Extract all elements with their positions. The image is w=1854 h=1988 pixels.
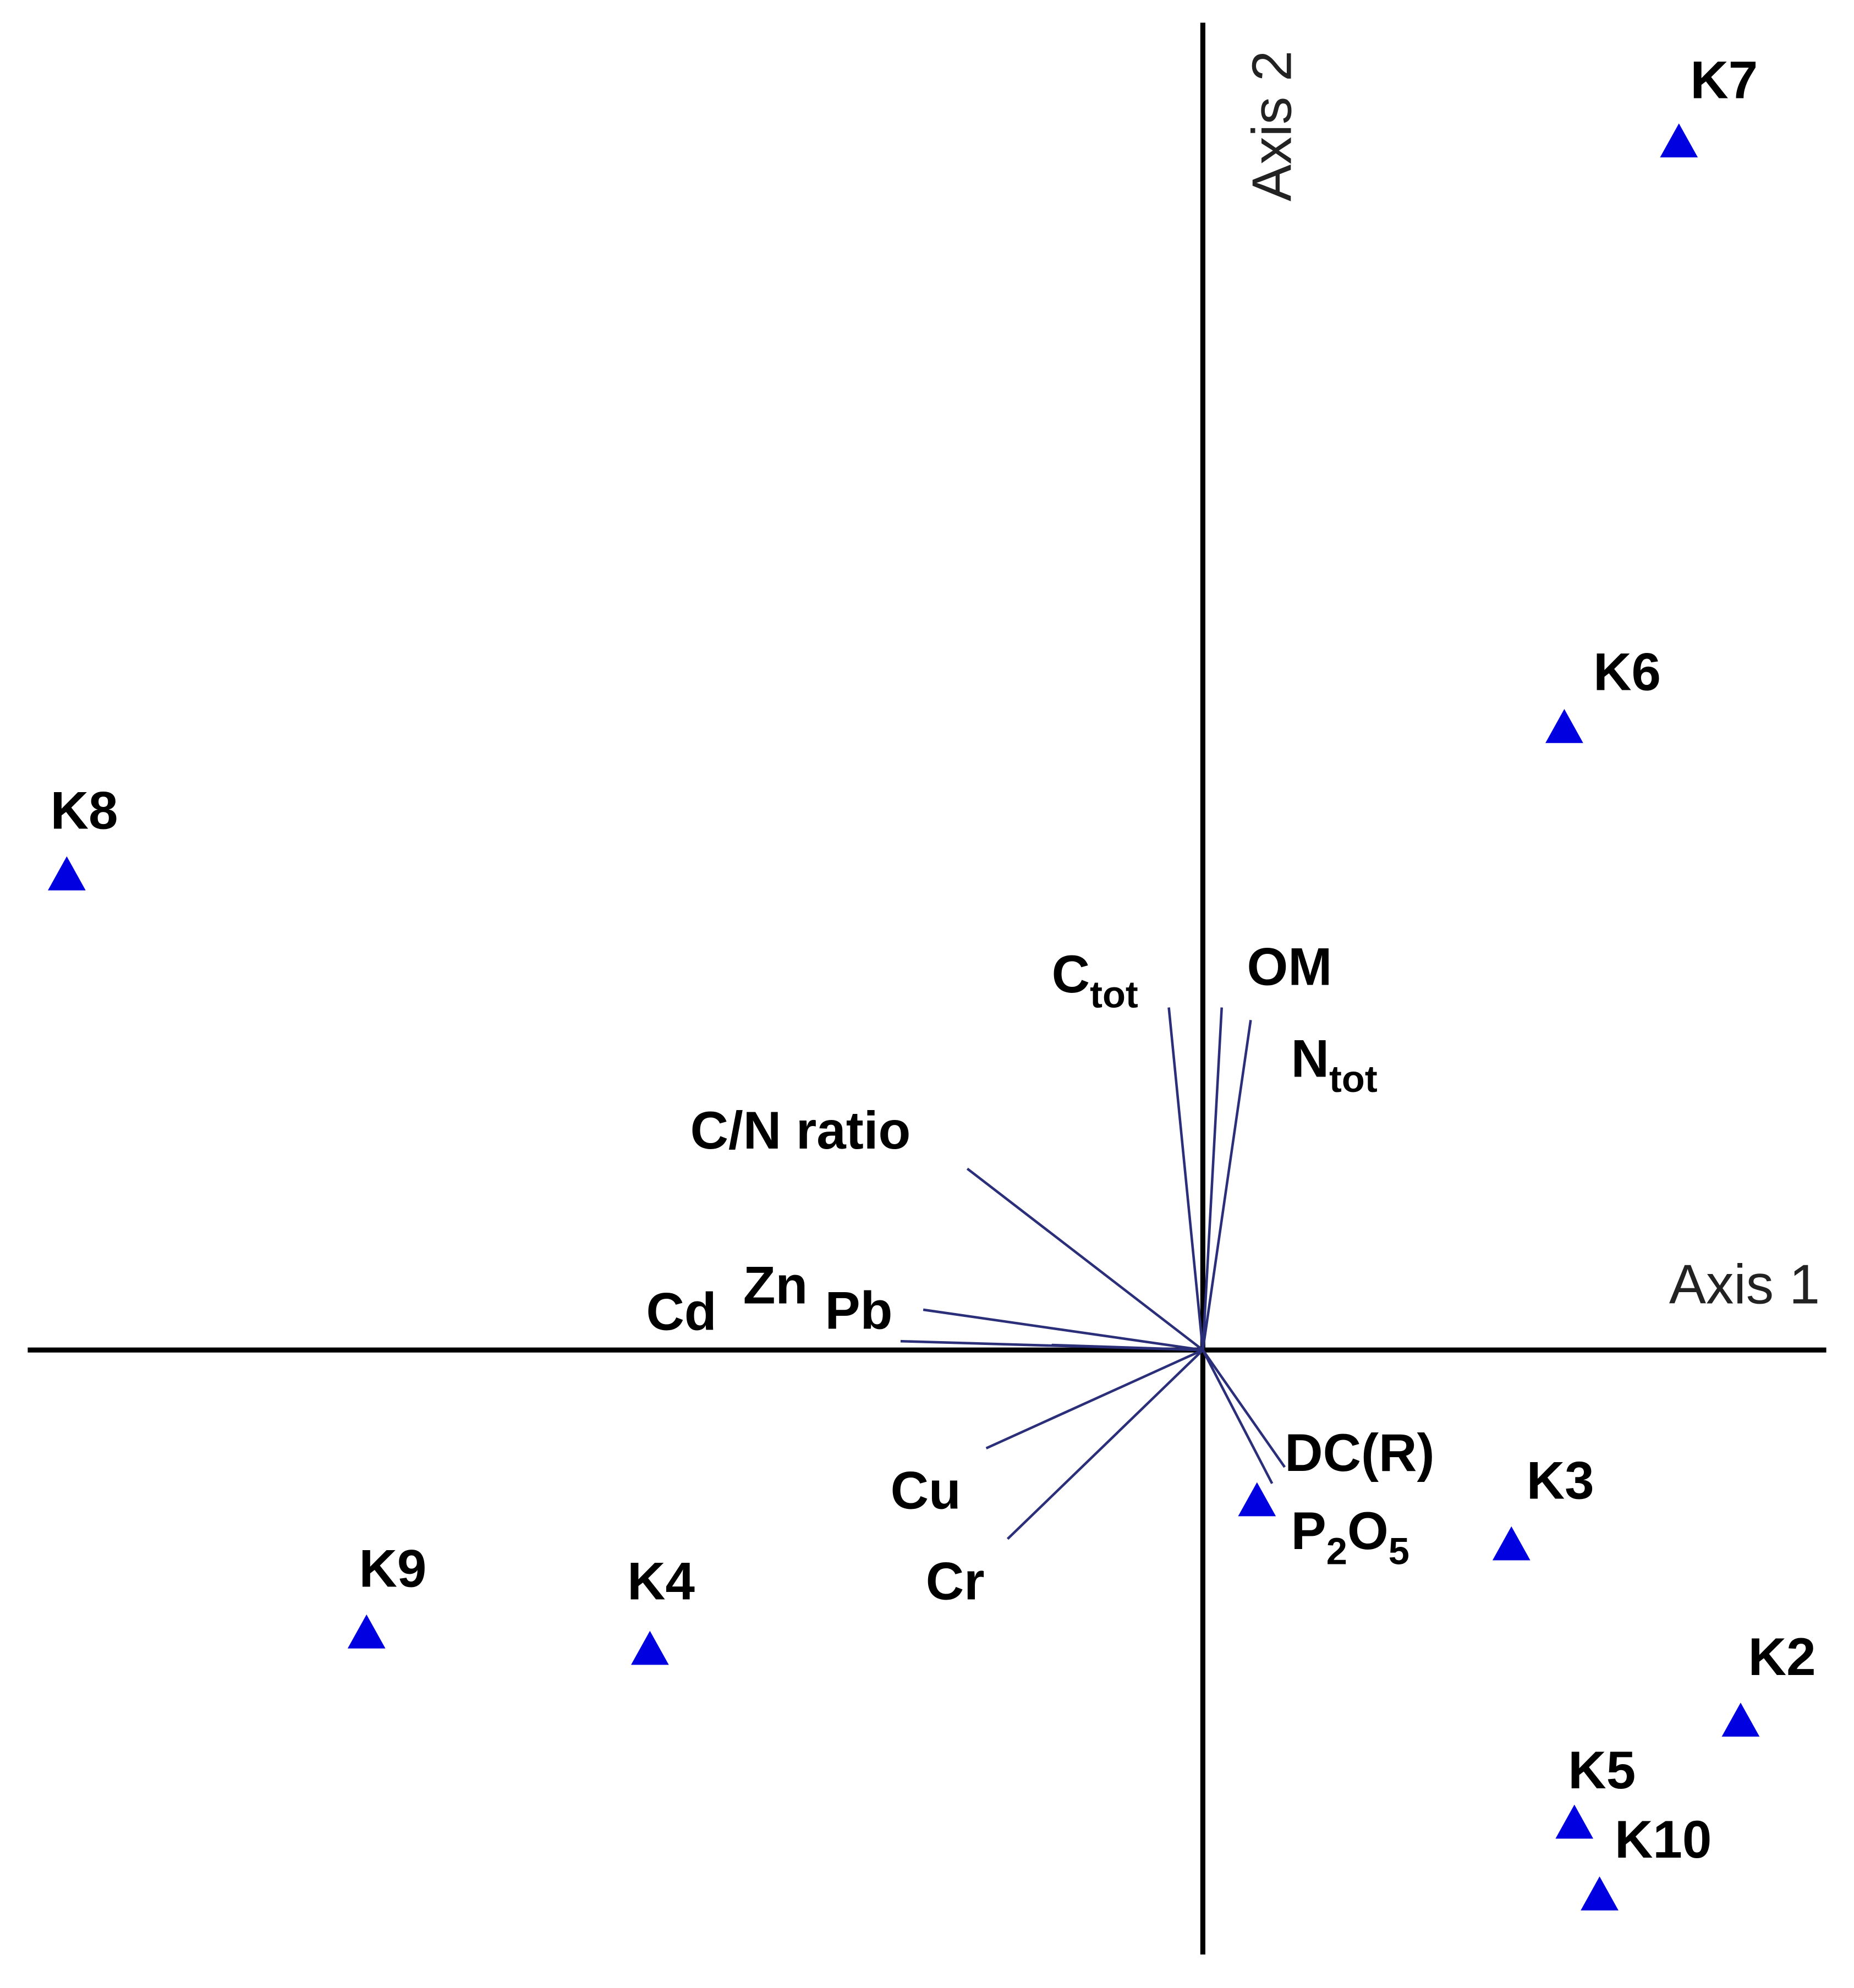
site-label: K2 — [1748, 1628, 1816, 1687]
vector-label-subscript: tot — [1090, 973, 1138, 1015]
vector-label-part: N — [1291, 1029, 1329, 1088]
vector-label-subscript: tot — [1329, 1058, 1378, 1100]
site-label: K7 — [1690, 51, 1758, 110]
vector-label-subscript: 2 — [1326, 1530, 1347, 1572]
site-marker — [48, 856, 86, 891]
vector-label-part: O — [1347, 1502, 1389, 1561]
site-marker — [1660, 123, 1698, 158]
vector-label-subscript: 5 — [1389, 1530, 1409, 1572]
y-axis-title: Axis 2 — [1242, 51, 1303, 201]
vector-label: Zn — [743, 1256, 808, 1315]
vector — [1202, 1007, 1223, 1350]
vector-label-part: Cr — [926, 1552, 985, 1611]
vector — [1167, 1007, 1204, 1350]
vector — [923, 1308, 1203, 1352]
site-label: K3 — [1527, 1451, 1594, 1510]
site-marker — [630, 1630, 669, 1665]
vector-label-part: C — [1052, 945, 1090, 1004]
site-label: K6 — [1593, 643, 1661, 702]
vector-label: C/N ratio — [690, 1101, 911, 1160]
vector-label-part: Cd — [646, 1283, 716, 1342]
site-label: K5 — [1568, 1741, 1636, 1800]
vector-label: Cr — [926, 1552, 985, 1611]
vector — [1006, 1349, 1204, 1540]
vector-label: OM — [1247, 937, 1332, 996]
site-marker — [1492, 1526, 1531, 1561]
vector — [1202, 1349, 1274, 1484]
vector — [966, 1167, 1204, 1352]
vector-label-part: DC(R) — [1285, 1424, 1434, 1482]
vector-label-part: Pb — [825, 1281, 893, 1340]
x-axis-title: Axis 1 — [1669, 1254, 1820, 1315]
vector-label: P2O5 — [1291, 1502, 1409, 1572]
site-marker — [1721, 1703, 1760, 1737]
vector — [1202, 1349, 1286, 1468]
vector-label: Cu — [891, 1462, 961, 1520]
vector-label-part: P — [1291, 1502, 1326, 1561]
vector — [985, 1349, 1204, 1449]
vector-label-part: C/N ratio — [690, 1101, 911, 1160]
vector-label: Ctot — [1052, 945, 1138, 1015]
vector — [1051, 1343, 1203, 1352]
vector-label: Pb — [825, 1281, 893, 1340]
site-marker — [1545, 709, 1583, 743]
site-marker — [1238, 1482, 1276, 1517]
vector-label: DC(R) — [1285, 1424, 1434, 1482]
vector — [1202, 1020, 1252, 1350]
vector-label-part: Cu — [891, 1462, 961, 1520]
site-label: K4 — [627, 1552, 695, 1611]
site-label: K9 — [359, 1540, 426, 1599]
site-label: K10 — [1615, 1810, 1712, 1869]
vector-label-part: Zn — [743, 1256, 808, 1315]
vector-label: Ntot — [1291, 1029, 1378, 1100]
site-label: K8 — [51, 781, 118, 840]
vector-label: Cd — [646, 1283, 716, 1342]
vector-label-part: OM — [1247, 937, 1332, 996]
site-marker — [1581, 1876, 1619, 1910]
site-marker — [347, 1614, 386, 1649]
site-marker — [1555, 1804, 1594, 1839]
